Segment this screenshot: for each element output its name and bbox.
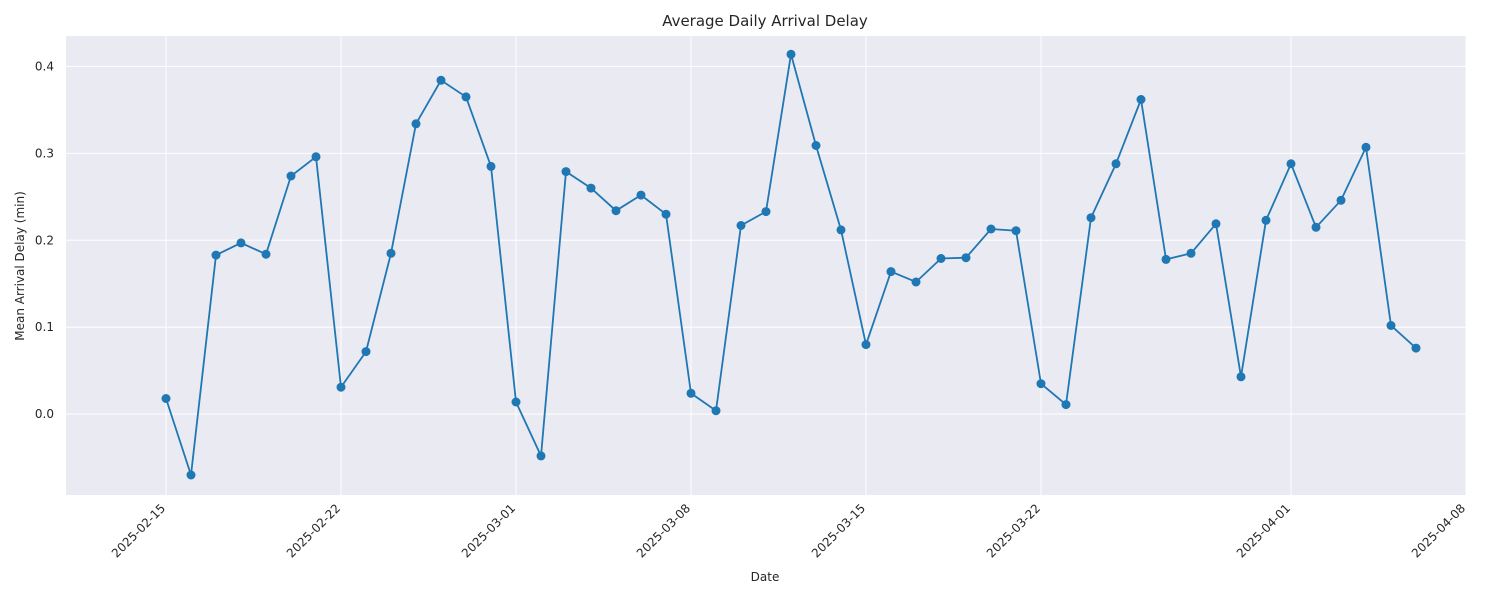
data-point — [1036, 379, 1046, 389]
y-tick-label: 0.4 — [35, 59, 54, 73]
data-point — [986, 224, 996, 234]
x-tick-label: 2025-03-22 — [984, 501, 1043, 560]
data-point — [1011, 226, 1021, 236]
data-point — [761, 207, 771, 217]
data-point — [836, 225, 846, 235]
y-tick-label: 0.3 — [35, 146, 54, 160]
data-point — [1161, 254, 1171, 264]
grid — [66, 36, 1467, 495]
data-point — [936, 254, 946, 263]
data-point — [436, 75, 446, 85]
data-point — [1186, 248, 1196, 258]
data-point — [861, 340, 871, 350]
data-point — [411, 119, 421, 129]
x-tick-label: 2025-03-08 — [634, 501, 693, 560]
data-point — [336, 382, 346, 392]
data-point — [311, 152, 321, 162]
data-point — [811, 141, 821, 150]
data-point — [1336, 195, 1346, 205]
y-axis: 0.0 0.1 0.2 0.3 0.4 — [35, 59, 54, 421]
data-point — [636, 190, 646, 200]
data-point — [486, 161, 496, 171]
data-point — [1211, 219, 1221, 229]
plot-area — [66, 36, 1466, 495]
chart-title: Average Daily Arrival Delay — [662, 12, 868, 30]
data-point — [1136, 95, 1146, 104]
data-points — [161, 49, 1421, 480]
data-point — [361, 347, 371, 357]
y-tick-label: 0.1 — [35, 320, 54, 334]
data-point — [161, 394, 171, 403]
data-point — [886, 267, 896, 277]
data-point — [711, 406, 721, 416]
y-axis-label: Mean Arrival Delay (min) — [13, 191, 27, 341]
data-point — [386, 248, 396, 258]
data-point — [1236, 372, 1246, 382]
x-axis: 2025-02-15 2025-02-22 2025-03-01 2025-03-08… — [109, 501, 1468, 560]
data-point — [686, 388, 696, 398]
x-axis-label: Date — [751, 570, 780, 584]
data-point — [286, 171, 296, 181]
data-point — [186, 470, 196, 480]
data-point — [611, 206, 621, 216]
x-tick-label: 2025-03-15 — [809, 501, 868, 560]
data-point — [211, 250, 221, 260]
x-tick-label: 2025-02-15 — [109, 501, 168, 560]
data-point — [911, 277, 921, 287]
x-tick-label: 2025-04-08 — [1409, 501, 1468, 560]
data-point — [1361, 142, 1371, 152]
data-point — [1261, 215, 1271, 225]
x-tick-label: 2025-03-01 — [459, 501, 518, 560]
data-point — [586, 183, 596, 193]
data-point — [1086, 213, 1096, 223]
data-point — [536, 451, 546, 461]
data-point — [261, 249, 271, 259]
data-point — [661, 209, 671, 219]
y-tick-label: 0.2 — [35, 233, 54, 247]
x-tick-label: 2025-02-22 — [284, 501, 343, 560]
data-point — [1311, 222, 1321, 232]
data-point — [961, 253, 971, 263]
data-point — [1386, 321, 1396, 330]
y-tick-label: 0.0 — [35, 407, 54, 421]
data-point — [511, 397, 521, 407]
data-point — [736, 221, 746, 230]
data-point — [1286, 159, 1296, 169]
x-tick-label: 2025-04-01 — [1234, 501, 1293, 560]
data-point — [1411, 343, 1421, 353]
data-point — [236, 238, 246, 248]
data-point — [561, 167, 571, 177]
data-point — [1061, 400, 1071, 410]
data-point — [461, 92, 471, 102]
data-point — [786, 49, 796, 59]
data-point — [1111, 159, 1121, 169]
